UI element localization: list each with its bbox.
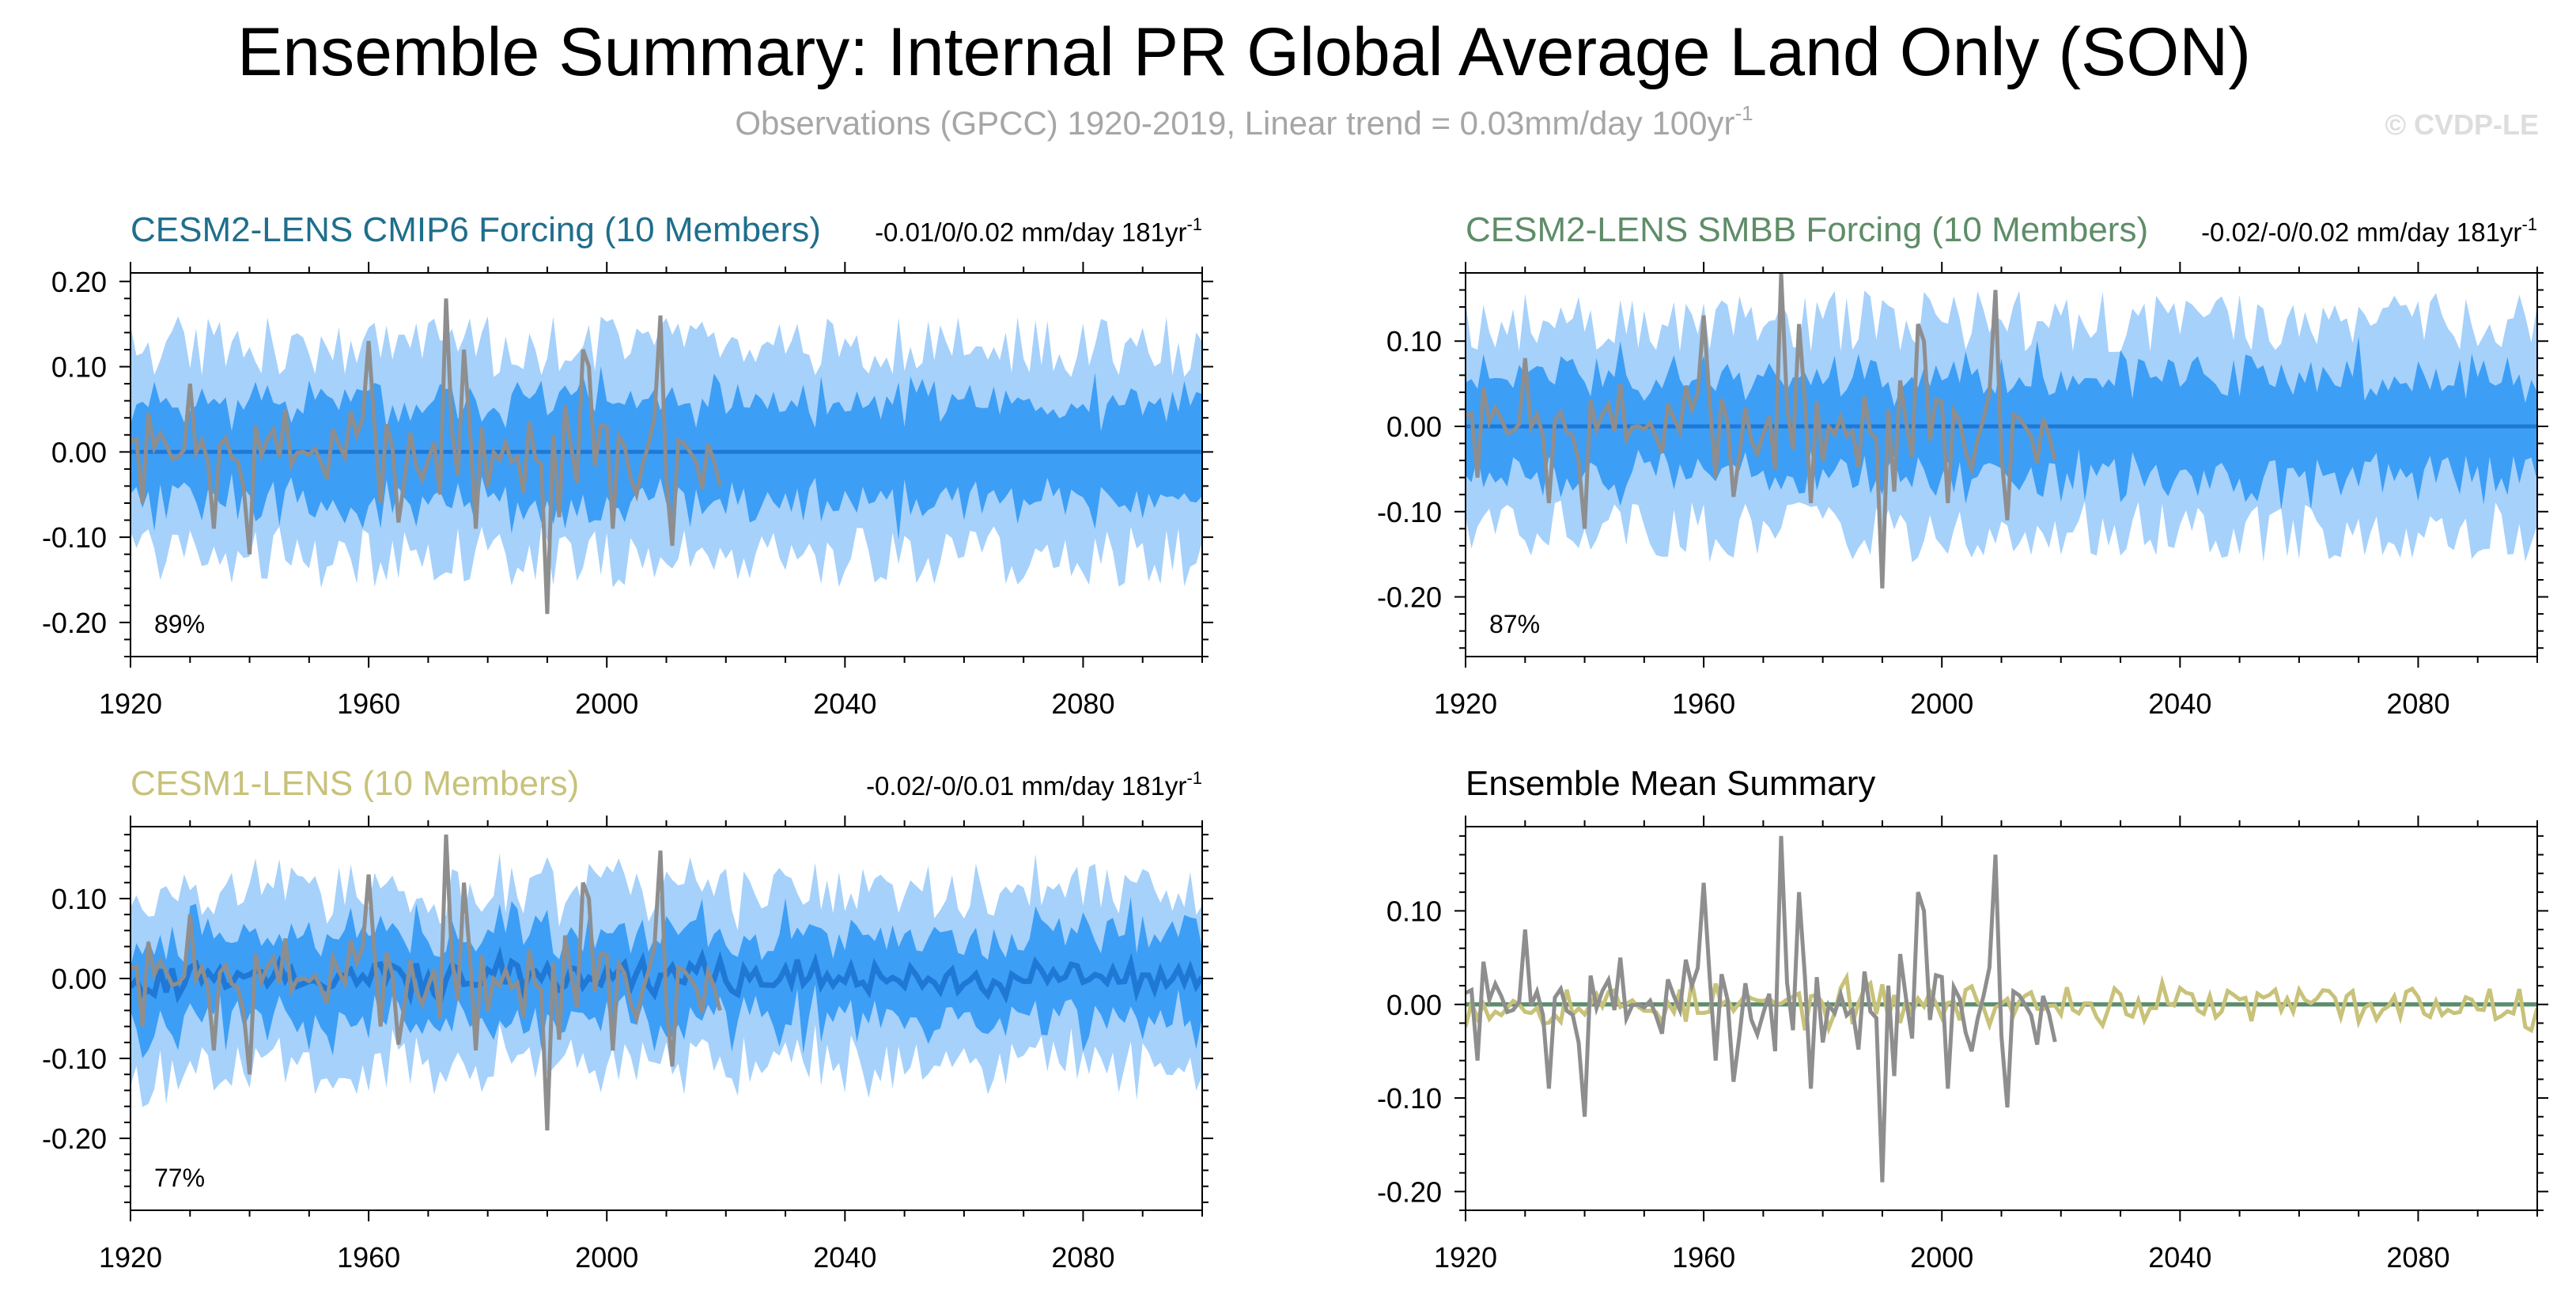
plot-area [1466,835,2537,1183]
y-tick-label: 0.00 [51,436,107,468]
x-tick-label: 2000 [1910,687,1973,720]
observations-line [131,298,722,615]
subtitle-superscript: -1 [1735,101,1753,125]
y-tick-label: 0.10 [51,883,107,915]
observations-line [131,834,722,1131]
trend-superscript: -1 [1186,214,1202,234]
y-tick-label: -0.10 [42,1043,107,1075]
x-tick-label: 2040 [813,1241,876,1274]
plot-area [1466,273,2537,589]
x-tick-label: 2000 [575,687,638,720]
panels: 1920 1960 2000 2040 2080 0.20 0.10 0.00 -0.10 -0.… [42,210,2548,1274]
x-tick-label: 1920 [1434,1241,1497,1274]
x-tick-label: 1920 [99,1241,162,1274]
panel-title: CESM2-LENS SMBB Forcing (10 Members) [1466,210,2148,249]
observations-line [1466,273,2057,589]
figure-subtitle: Observations (GPCC) 1920-2019, Linear tr… [735,101,1753,142]
x-tick-label: 2080 [1051,1241,1114,1274]
x-tick-label: 2080 [2386,1241,2449,1274]
x-tick-label: 2040 [2148,687,2211,720]
y-tick-label: 0.10 [51,351,107,384]
panel-title: CESM2-LENS CMIP6 Forcing (10 Members) [131,210,821,249]
panel-title: CESM1-LENS (10 Members) [131,764,579,803]
y-tick-label: 0.00 [1386,989,1442,1021]
panel-trend-label: -0.01/0/0.02 mm/day 181yr-1 [875,214,1202,247]
trend-superscript: -1 [1186,768,1202,788]
panel-cesm2-smbb: 1920 1960 2000 2040 2080 0.10 0.00 -0.10 -0.20 CE… [1377,210,2548,720]
trend-text: -0.02/-0/0.02 mm/day 181yr [2201,218,2521,247]
y-tick-label: -0.20 [1377,1175,1442,1208]
subtitle-text: Observations (GPCC) 1920-2019, Linear tr… [735,104,1734,142]
plot-area [131,298,1202,615]
figure-title: Ensemble Summary: Internal PR Global Ave… [237,14,2251,90]
x-tick-label: 2080 [1051,687,1114,720]
panel-percent-label: 87% [1489,610,1540,638]
panel-trend-label: -0.02/-0/0.02 mm/day 181yr-1 [2201,214,2537,247]
y-tick-label: -0.10 [1377,1082,1442,1115]
y-tick-label: 0.10 [1386,325,1442,358]
x-tick-label: 2000 [1910,1241,1973,1274]
panel-ensemble-mean: 1920 1960 2000 2040 2080 0.10 0.00 -0.10 -0.20 En… [1377,764,2548,1274]
trend-text: -0.02/-0/0.01 mm/day 181yr [866,771,1186,801]
panel-title: Ensemble Mean Summary [1466,764,1875,803]
x-tick-label: 2000 [575,1241,638,1274]
plot-area [131,834,1202,1131]
y-tick-label: -0.10 [1377,496,1442,528]
x-tick-label: 2040 [2148,1241,2211,1274]
panel-percent-label: 89% [154,610,205,638]
x-tick-label: 1960 [1672,687,1735,720]
y-tick-label: -0.20 [42,607,107,639]
y-tick-label: -0.10 [42,521,107,554]
panel-cesm2-cmip6: 1920 1960 2000 2040 2080 0.20 0.10 0.00 -0.10 -0.… [42,210,1213,720]
x-tick-label: 1960 [1672,1241,1735,1274]
x-tick-label: 1960 [337,1241,400,1274]
x-tick-label: 1920 [99,687,162,720]
trend-superscript: -1 [2521,214,2537,234]
x-tick-label: 2080 [2386,687,2449,720]
x-tick-label: 1960 [337,687,400,720]
panel-trend-label: -0.02/-0/0.01 mm/day 181yr-1 [866,768,1202,801]
x-tick-label: 1920 [1434,687,1497,720]
y-tick-label: -0.20 [42,1122,107,1155]
trend-text: -0.01/0/0.02 mm/day 181yr [875,218,1186,247]
watermark: © CVDP-LE [2385,108,2539,141]
panel-cesm1: 1920 1960 2000 2040 2080 0.10 0.00 -0.10 -0.20 CE… [42,764,1213,1274]
y-tick-label: 0.00 [1386,411,1442,443]
observations-line [1466,835,2057,1183]
y-tick-label: 0.00 [51,963,107,995]
panel-percent-label: 77% [154,1164,205,1192]
y-tick-label: 0.20 [51,266,107,298]
y-tick-label: -0.20 [1377,581,1442,614]
x-tick-label: 2040 [813,687,876,720]
y-tick-label: 0.10 [1386,895,1442,927]
